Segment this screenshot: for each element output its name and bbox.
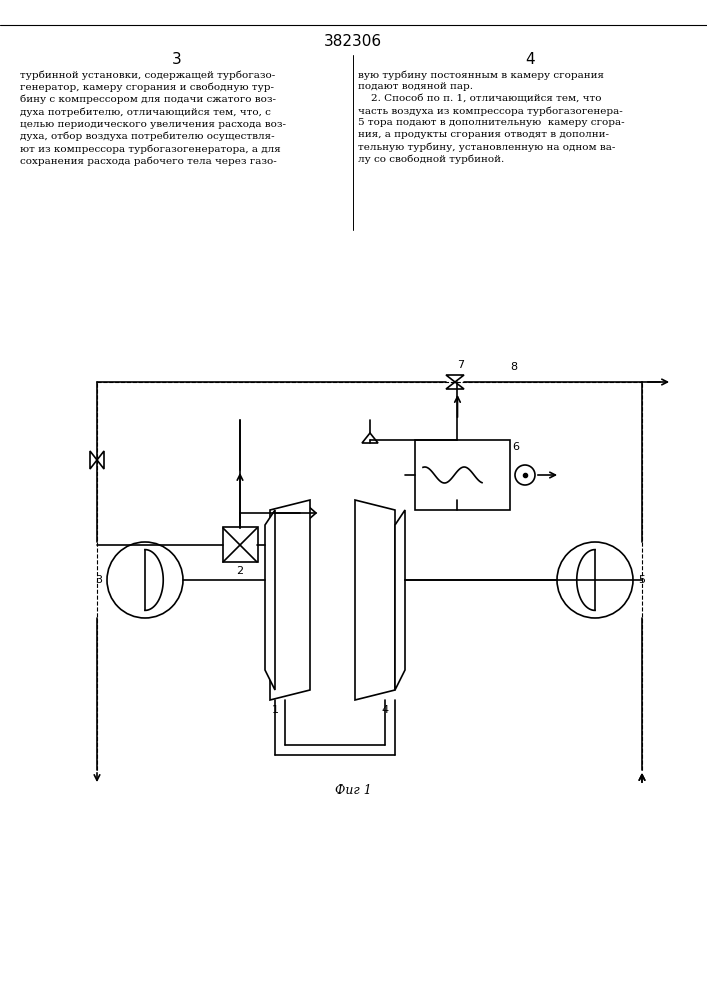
Text: вую турбину постоянным в камеру сгорания
подают водяной пар.
    2. Способ по п.: вую турбину постоянным в камеру сгорания…: [358, 70, 624, 164]
Text: 2: 2: [236, 566, 244, 576]
Text: 3: 3: [172, 52, 182, 68]
Polygon shape: [355, 500, 395, 700]
Text: 6: 6: [512, 442, 519, 452]
Text: Фиг 1: Фиг 1: [334, 784, 371, 796]
Polygon shape: [265, 510, 275, 690]
Bar: [415, 440, 510, 510]
Polygon shape: [395, 510, 405, 690]
Polygon shape: [270, 500, 310, 700]
Text: 4: 4: [382, 705, 389, 715]
Text: 8: 8: [510, 362, 517, 372]
Bar: [223, 527, 258, 562]
Text: 382306: 382306: [324, 34, 382, 49]
Text: 4: 4: [525, 52, 534, 68]
Text: 3: 3: [95, 575, 102, 585]
Text: 5: 5: [638, 575, 645, 585]
Text: 1: 1: [271, 705, 279, 715]
Text: 7: 7: [457, 360, 464, 370]
Text: турбинной установки, содержащей турбогазо-
генератор, камеру сгорания и свободну: турбинной установки, содержащей турбогаз…: [20, 70, 286, 166]
